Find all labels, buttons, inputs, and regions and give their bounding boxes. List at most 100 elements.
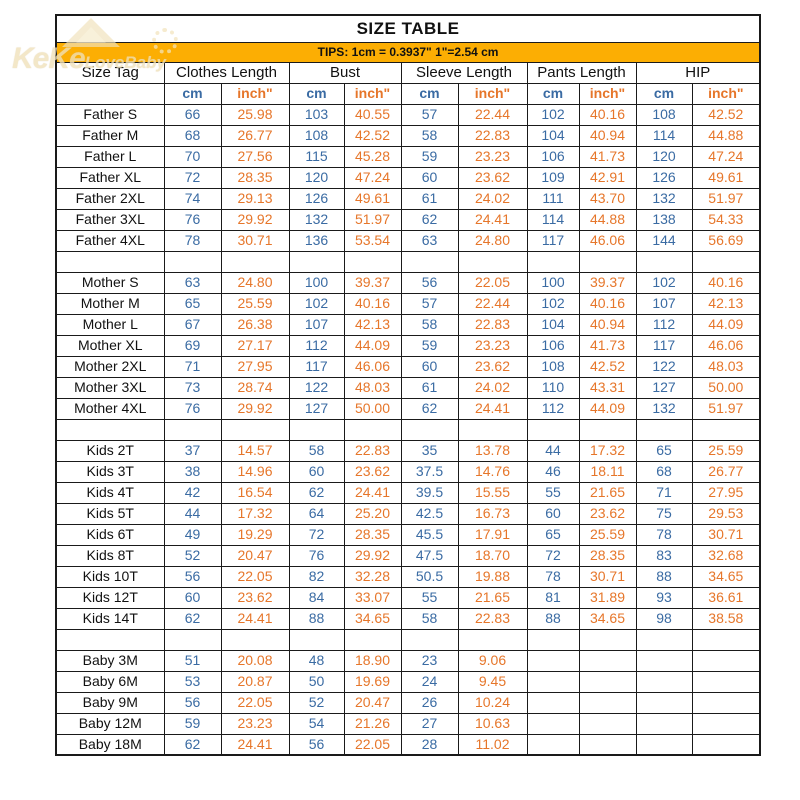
size-tag-cell: Baby 12M (55, 712, 165, 735)
inch-value-cell: 27.95 (220, 355, 290, 378)
inch-value-cell: 23.62 (578, 502, 637, 525)
empty-cell (55, 418, 165, 441)
size-tag-cell: Mother 4XL (55, 397, 165, 420)
cm-value-cell: 71 (635, 481, 693, 504)
cm-value-cell: 84 (288, 586, 345, 609)
cm-value-cell: 112 (526, 397, 580, 420)
cm-value-cell: 55 (400, 586, 459, 609)
inch-value-cell (691, 649, 761, 672)
column-group-header: Clothes Length (163, 61, 290, 84)
cm-value-cell: 62 (163, 607, 222, 630)
inch-value-cell (578, 670, 637, 693)
cm-value-cell: 78 (635, 523, 693, 546)
inch-value-cell (691, 733, 761, 756)
inch-value-cell: 46.06 (343, 355, 402, 378)
inch-value-cell: 19.88 (457, 565, 528, 588)
cm-value-cell: 73 (163, 376, 222, 399)
cm-value-cell: 132 (635, 187, 693, 210)
cm-value-cell: 102 (288, 292, 345, 315)
cm-value-cell: 102 (635, 271, 693, 294)
inch-value-cell: 49.61 (691, 166, 761, 189)
empty-cell (163, 250, 222, 273)
inch-value-cell: 26.77 (691, 460, 761, 483)
cm-value-cell: 28 (400, 733, 459, 756)
cm-value-cell: 127 (635, 376, 693, 399)
inch-value-cell: 29.53 (691, 502, 761, 525)
size-tag-cell: Kids 14T (55, 607, 165, 630)
inch-value-cell: 40.16 (343, 292, 402, 315)
unit-cm-header: cm (288, 82, 345, 105)
empty-cell (343, 418, 402, 441)
cm-value-cell: 51 (163, 649, 222, 672)
inch-value-cell: 22.05 (457, 271, 528, 294)
tips-banner: TIPS: 1cm = 0.3937" 1"=2.54 cm (55, 41, 761, 63)
cm-value-cell: 110 (526, 376, 580, 399)
cm-value-cell: 111 (526, 187, 580, 210)
cm-value-cell: 126 (635, 166, 693, 189)
spacer-row (55, 628, 761, 651)
cm-value-cell: 57 (400, 292, 459, 315)
cm-value-cell: 27 (400, 712, 459, 735)
inch-value-cell (578, 649, 637, 672)
empty-cell (288, 250, 345, 273)
cm-value-cell: 56 (163, 691, 222, 714)
inch-value-cell: 27.17 (220, 334, 290, 357)
unit-cm-header: cm (526, 82, 580, 105)
inch-value-cell: 18.11 (578, 460, 637, 483)
table-row: Kids 6T 49 19.29 72 28.35 45.5 17.91 65 25.59 78 3… (55, 523, 761, 546)
cm-value-cell: 57 (400, 103, 459, 126)
inch-value-cell (691, 670, 761, 693)
size-tag-cell: Father M (55, 124, 165, 147)
table-row: Kids 4T 42 16.54 62 24.41 39.5 15.55 55 21.65 71 2… (55, 481, 761, 504)
cm-value-cell: 47.5 (400, 544, 459, 567)
inch-value-cell: 24.02 (457, 376, 528, 399)
cm-value-cell: 88 (526, 607, 580, 630)
title-row: SIZE TABLE (55, 14, 761, 43)
cm-value-cell: 56 (163, 565, 222, 588)
size-tag-cell: Mother XL (55, 334, 165, 357)
cm-value-cell: 136 (288, 229, 345, 252)
inch-value-cell: 24.80 (220, 271, 290, 294)
size-tag-cell: Kids 3T (55, 460, 165, 483)
table-row: Mother 3XL 73 28.74 122 48.03 61 24.02 110 43.31… (55, 376, 761, 399)
inch-value-cell: 40.16 (578, 292, 637, 315)
inch-value-cell: 28.74 (220, 376, 290, 399)
cm-value-cell: 68 (635, 460, 693, 483)
inch-value-cell: 44.09 (343, 334, 402, 357)
cm-value-cell: 117 (635, 334, 693, 357)
inch-value-cell: 23.62 (457, 355, 528, 378)
inch-value-cell: 18.70 (457, 544, 528, 567)
inch-value-cell: 28.35 (220, 166, 290, 189)
cm-value-cell: 72 (163, 166, 222, 189)
cm-value-cell: 88 (288, 607, 345, 630)
inch-value-cell: 38.58 (691, 607, 761, 630)
inch-value-cell: 50.00 (343, 397, 402, 420)
empty-cell (578, 628, 637, 651)
cm-value-cell: 71 (163, 355, 222, 378)
cm-value-cell: 60 (526, 502, 580, 525)
inch-value-cell: 42.52 (691, 103, 761, 126)
cm-value-cell (526, 712, 580, 735)
table-row: Father 4XL 78 30.71 136 53.54 63 24.80 117 46.06… (55, 229, 761, 252)
empty-cell (343, 628, 402, 651)
cm-value-cell (635, 733, 693, 756)
inch-value-cell (691, 712, 761, 735)
table-row: Baby 9M 56 22.05 52 20.47 26 10.24 (55, 691, 761, 714)
inch-value-cell: 22.83 (343, 439, 402, 462)
size-tag-cell: Kids 8T (55, 544, 165, 567)
size-tag-cell: Baby 18M (55, 733, 165, 756)
cm-value-cell: 39.5 (400, 481, 459, 504)
inch-value-cell: 44.88 (691, 124, 761, 147)
cm-value-cell: 62 (163, 733, 222, 756)
inch-value-cell: 32.68 (691, 544, 761, 567)
inch-value-cell: 44.88 (578, 208, 637, 231)
table-row: Baby 12M 59 23.23 54 21.26 27 10.63 (55, 712, 761, 735)
inch-value-cell: 17.32 (220, 502, 290, 525)
empty-cell (163, 628, 222, 651)
unit-cm-header: cm (163, 82, 222, 105)
cm-value-cell: 100 (526, 271, 580, 294)
inch-value-cell: 44.09 (691, 313, 761, 336)
table-row: Father S 66 25.98 103 40.55 57 22.44 102 40.16 10… (55, 103, 761, 126)
empty-cell (691, 418, 761, 441)
inch-value-cell: 20.47 (220, 544, 290, 567)
